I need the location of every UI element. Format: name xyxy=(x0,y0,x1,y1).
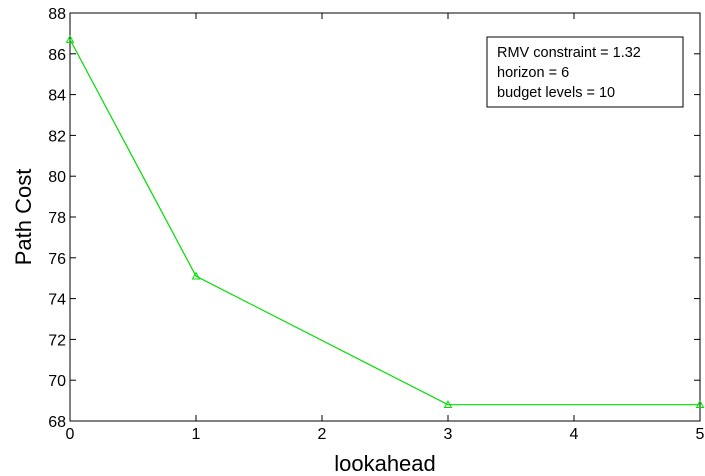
y-tick-label: 76 xyxy=(48,251,66,268)
x-axis-label: lookahead xyxy=(334,451,436,476)
x-axis: 0 1 2 3 4 5 xyxy=(66,13,705,443)
y-axis: 68 70 72 74 76 78 80 82 84 86 88 xyxy=(48,6,700,431)
annotation-line-budget-levels: budget levels = 10 xyxy=(497,85,615,101)
annotation-line-horizon: horizon = 6 xyxy=(497,65,569,81)
annotation-box-frame xyxy=(486,36,684,108)
data-point-marker xyxy=(191,271,201,280)
y-tick-label: 88 xyxy=(48,6,66,23)
y-tick-label: 72 xyxy=(48,332,66,349)
y-tick-label: 68 xyxy=(48,414,66,431)
x-tick-label: 3 xyxy=(444,426,453,443)
annotation-line-rmv-constraint: RMV constraint = 1.32 xyxy=(497,45,641,61)
data-point-marker xyxy=(695,400,705,408)
y-tick-label: 84 xyxy=(48,88,66,105)
x-tick-label: 1 xyxy=(192,426,201,443)
data-point-marker xyxy=(65,34,75,43)
y-tick-label: 74 xyxy=(48,292,66,309)
x-tick-label: 0 xyxy=(66,426,75,443)
y-tick-label: 82 xyxy=(48,128,66,145)
x-tick-label: 2 xyxy=(318,426,327,443)
x-tick-label: 5 xyxy=(696,426,705,443)
series-layer xyxy=(65,34,705,408)
data-point-marker xyxy=(443,400,453,408)
y-tick-label: 78 xyxy=(48,210,66,227)
annotation-box: RMV constraint = 1.32 horizon = 6 budget… xyxy=(486,36,684,108)
y-axis-label: Path Cost xyxy=(11,169,36,266)
y-tick-label: 70 xyxy=(48,373,66,390)
x-tick-label: 4 xyxy=(570,426,579,443)
y-tick-label: 80 xyxy=(48,169,66,186)
y-tick-label: 86 xyxy=(48,47,66,64)
series-line xyxy=(69,39,700,406)
